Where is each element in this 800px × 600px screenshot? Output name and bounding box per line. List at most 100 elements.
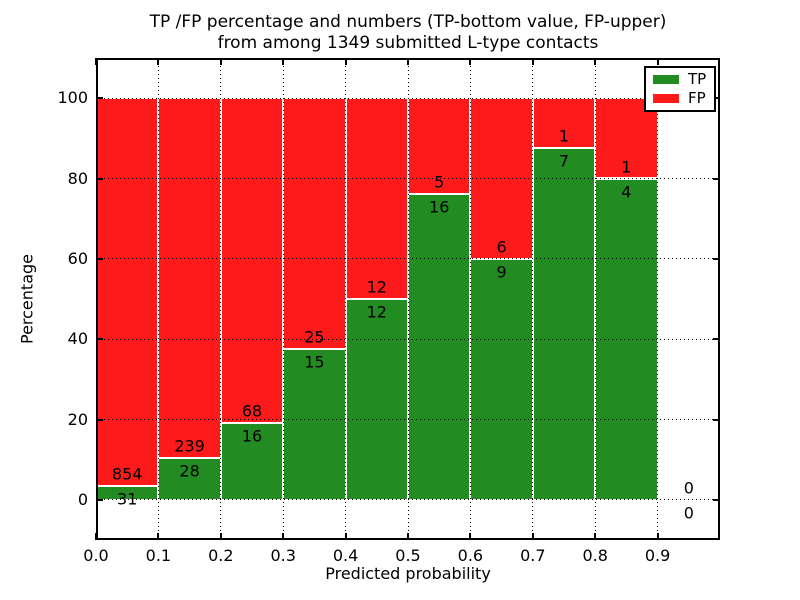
x-tick-label: 0.5 (395, 546, 421, 565)
x-axis-label: Predicted probability (325, 564, 491, 583)
y-tick-left (96, 257, 103, 260)
bar-fp-segment (283, 98, 346, 350)
x-tick-label: 0.4 (332, 546, 359, 565)
y-gridline (96, 97, 720, 99)
x-tick-label: 0.0 (83, 546, 109, 565)
y-tick-right (713, 177, 720, 180)
bar-tp-segment (408, 193, 471, 500)
fp-count-label: 239 (174, 436, 205, 456)
x-tick-top (95, 58, 97, 65)
bar-fp-segment (96, 98, 159, 486)
x-tick-label: 0.6 (457, 546, 484, 565)
x-tick-label: 0.8 (582, 546, 608, 565)
y-gridline (96, 258, 720, 260)
fp-count-label: 854 (111, 464, 143, 484)
bar-tp-segment (345, 299, 408, 500)
x-gridline (594, 58, 596, 540)
bar-fp-segment (532, 98, 596, 149)
x-tick-bottom (656, 533, 659, 540)
x-tick-bottom (469, 533, 472, 540)
y-tick-left (96, 338, 103, 341)
y-tick-label: 80 (67, 168, 88, 188)
x-tick-bottom (531, 533, 534, 540)
y-tick-right (713, 338, 720, 341)
x-tick-bottom (344, 533, 347, 540)
x-tick-bottom (157, 533, 160, 540)
y-gridline (96, 178, 720, 179)
y-gridline (96, 419, 720, 420)
x-gridline (657, 58, 659, 540)
y-tick-label: 100 (57, 88, 88, 108)
y-axis-label: Percentage (17, 253, 37, 345)
bar-fp-segment (408, 98, 471, 194)
fp-count-label: 1 (621, 157, 632, 176)
tp-count-label: 15 (304, 352, 325, 372)
tp-count-label: 28 (179, 461, 200, 481)
x-tick-label: 0.3 (270, 546, 296, 565)
fp-count-label: 12 (366, 277, 387, 297)
x-tick-label: 0.7 (520, 546, 546, 565)
fp-color-swatch (653, 94, 679, 103)
legend-entry-tp: TP (646, 71, 714, 89)
x-tick-top (531, 58, 534, 65)
bar-tp-segment (220, 423, 284, 500)
tp-count-label: 16 (241, 426, 263, 446)
x-tick-bottom (407, 533, 409, 540)
y-tick-label: 0 (77, 489, 88, 509)
bar-tp-segment (158, 457, 221, 500)
bar-tp-segment (283, 349, 346, 500)
x-gridline (282, 58, 284, 540)
x-tick-top (407, 58, 409, 65)
x-tick-top (656, 58, 659, 65)
y-tick-left (96, 498, 103, 501)
fp-count-label: 68 (241, 401, 263, 421)
y-tick-right (713, 257, 720, 260)
fp-count-label: 0 (683, 478, 694, 498)
tp-color-swatch (653, 75, 679, 84)
x-gridline (532, 58, 534, 540)
x-gridline (407, 58, 409, 540)
bar-tp-segment (532, 148, 596, 500)
legend: TP FP (644, 66, 716, 112)
chart-title-line2: from among 1349 submitted L-type contact… (217, 33, 599, 53)
bar-tp-segment (470, 258, 533, 500)
y-gridline (96, 338, 720, 340)
x-tick-label: 0.2 (208, 546, 234, 565)
tp-count-label: 16 (429, 197, 450, 217)
y-tick-right (713, 418, 720, 421)
y-tick-right (713, 97, 720, 100)
x-tick-bottom (594, 533, 597, 540)
tp-count-label: 9 (496, 262, 507, 282)
y-tick-left (96, 177, 103, 180)
x-gridline (157, 58, 159, 540)
x-tick-top (219, 58, 222, 65)
x-tick-bottom (282, 533, 285, 540)
tp-count-label: 7 (558, 151, 570, 171)
fp-count-label: 25 (304, 327, 325, 347)
x-tick-bottom (219, 533, 222, 540)
y-tick-label: 60 (67, 248, 88, 268)
y-tick-right (713, 498, 720, 501)
bar-fp-segment (158, 98, 221, 458)
x-gridline (220, 58, 222, 540)
x-tick-top (344, 58, 347, 65)
x-tick-label: 0.1 (145, 546, 172, 565)
y-tick-label: 40 (67, 329, 88, 349)
y-tick-left (96, 418, 103, 421)
y-gridline (96, 499, 720, 501)
fp-count-label: 5 (434, 172, 445, 192)
x-tick-label: 0.9 (644, 546, 671, 565)
x-tick-top (594, 58, 597, 65)
x-tick-top (282, 58, 285, 65)
bar-fp-segment (345, 98, 408, 299)
legend-label-fp: FP (688, 89, 706, 107)
y-tick-left (96, 97, 103, 100)
x-tick-top (157, 58, 160, 65)
fp-count-label: 1 (558, 126, 570, 146)
y-tick-label: 20 (67, 409, 88, 429)
x-tick-top (469, 58, 472, 65)
legend-label-tp: TP (688, 70, 707, 88)
legend-entry-fp: FP (646, 90, 714, 108)
bar-fp-segment (220, 98, 284, 424)
